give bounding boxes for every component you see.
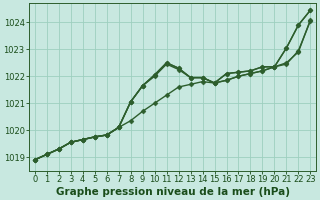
X-axis label: Graphe pression niveau de la mer (hPa): Graphe pression niveau de la mer (hPa) [56, 187, 290, 197]
